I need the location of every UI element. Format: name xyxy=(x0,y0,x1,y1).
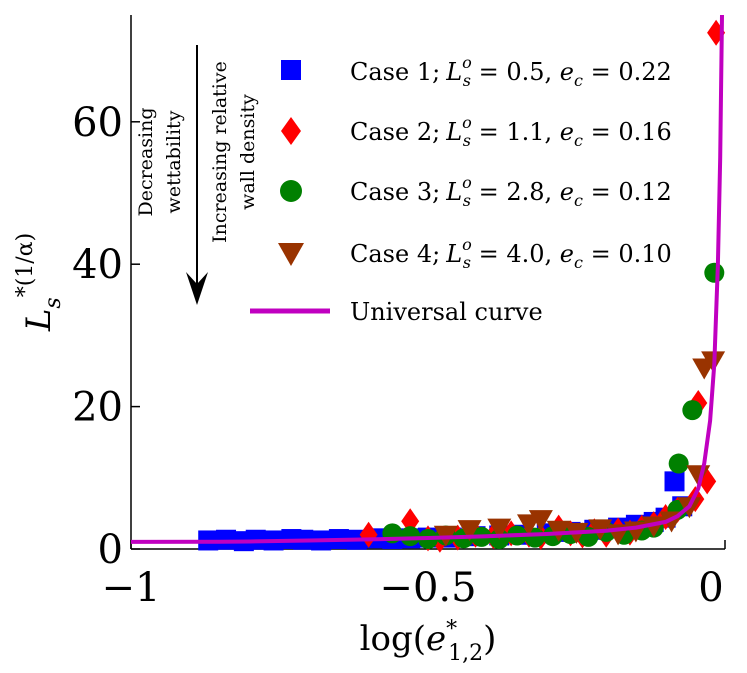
legend-marker-case2 xyxy=(281,117,301,145)
legend-marker-case3 xyxy=(280,180,302,202)
x-tick-label: −1 xyxy=(102,565,161,611)
legend-label-case1: Case 1; Lo s = 0.5, ec = 0.22 xyxy=(350,53,672,90)
data-point-case4 xyxy=(457,520,482,542)
y-tick-label: 20 xyxy=(72,385,123,431)
data-point-case4 xyxy=(546,520,571,542)
data-point-case3 xyxy=(400,526,421,547)
annotation-decreasing-line1: Decreasing xyxy=(135,108,157,217)
y-tick-label: 40 xyxy=(72,242,123,288)
annotation-increasing-line1: Increasing relative xyxy=(209,61,231,243)
data-point-case1 xyxy=(664,471,685,492)
data-point-case3 xyxy=(682,400,703,421)
y-axis-label: Ls*(1/α) xyxy=(13,233,66,332)
legend-marker-case1 xyxy=(281,60,301,80)
x-tick-label: −0.5 xyxy=(379,565,476,611)
data-point-case4 xyxy=(528,510,553,532)
annotation-decreasing-line2: wettability xyxy=(163,110,185,213)
data-point-case3 xyxy=(704,262,725,283)
data-point-case3 xyxy=(668,453,689,474)
legend: Case 1; Lo s = 0.5, ec = 0.22 Case 2; Lo s =… xyxy=(250,53,672,326)
data-point-case4 xyxy=(487,518,512,540)
annotation-increasing-line2: wall density xyxy=(237,94,259,210)
legend-marker-case4 xyxy=(278,243,304,266)
arrow-down-icon xyxy=(186,272,208,305)
axis-ticks xyxy=(130,121,726,550)
tick-labels: 0 20 40 60 −1 −0.5 0 xyxy=(72,100,724,611)
universal-curve-line xyxy=(130,14,724,544)
legend-label-case3: Case 3; Lo s = 2.8, ec = 0.12 xyxy=(350,173,672,210)
legend-label-case2: Case 2; Lo s = 1.1, ec = 0.16 xyxy=(350,113,672,150)
legend-label-universal-curve: Universal curve xyxy=(350,298,543,326)
data-markers xyxy=(198,19,726,553)
y-tick-label: 0 xyxy=(98,527,123,573)
y-tick-label: 60 xyxy=(72,100,123,146)
legend-label-case4: Case 4; Lo s = 4.0, ec = 0.10 xyxy=(350,235,672,272)
x-axis-label: log(e* 1,2) xyxy=(360,617,497,666)
x-tick-label: 0 xyxy=(698,565,723,611)
